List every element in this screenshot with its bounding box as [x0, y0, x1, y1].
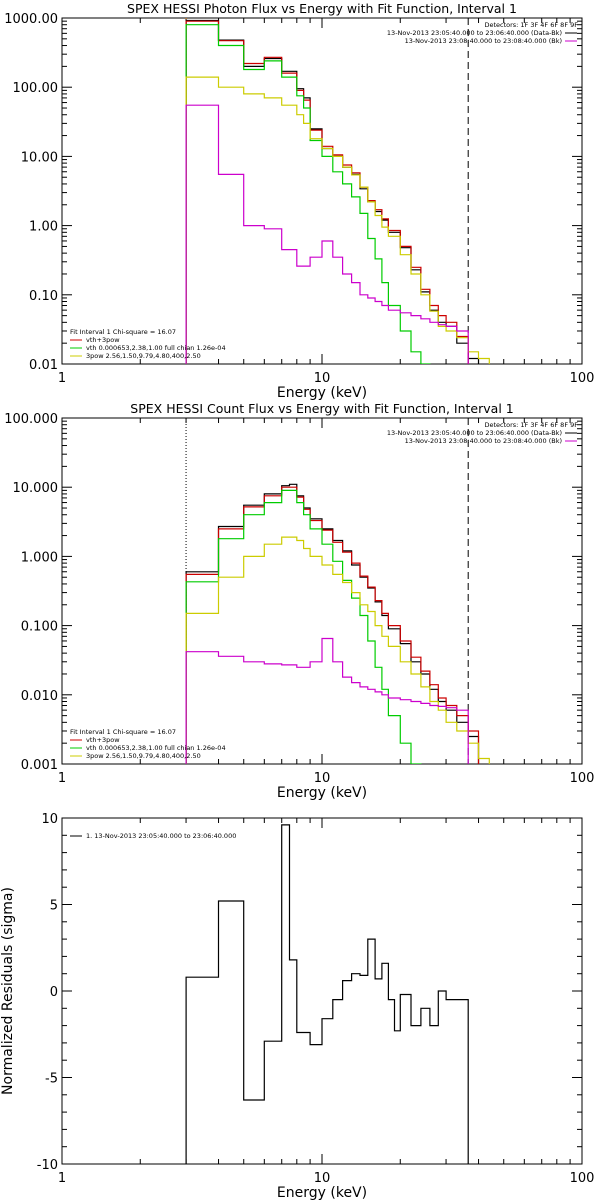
plot-frame [61, 417, 583, 765]
series-line-3 [185, 489, 422, 764]
legend-entry-fit: 3pow 2.56,1.50,9.79,4.80,400,2.50 [86, 752, 201, 760]
chart-title: SPEX HESSI Photon Flux vs Energy with Fi… [127, 1, 517, 16]
y-axis-label: Normalized Residuals (sigma) [0, 887, 16, 1095]
series-line-4 [185, 76, 490, 364]
x-tick-label: 100 [570, 1171, 595, 1186]
y-tick-label: 0.100 [21, 620, 58, 635]
series-line-4 [185, 536, 490, 764]
chart-panel-2: SPEX HESSI Count Flux vs Energy with Fit… [4, 401, 594, 801]
x-tick-label: 100 [570, 771, 595, 786]
legend-entry-fit: vth+3pow [86, 736, 120, 744]
y-tick-label: 0.001 [21, 758, 58, 773]
detectors-label: Detectors: 1F 3F 4F 6F 8F 9F [484, 21, 578, 29]
series-line-1 [185, 483, 480, 764]
plot-frame [61, 17, 583, 365]
y-tick-label: -5 [45, 1072, 58, 1087]
series-line-5 [185, 104, 469, 364]
detectors-label: Detectors: 1F 3F 4F 6F 8F 9F [484, 421, 578, 429]
chart-panel-1: SPEX HESSI Photon Flux vs Energy with Fi… [4, 1, 594, 401]
y-tick-label: 10.000 [13, 481, 59, 496]
series-line-2 [185, 20, 469, 364]
y-tick-label: 10 [41, 812, 58, 827]
chart-title: SPEX HESSI Count Flux vs Energy with Fit… [130, 401, 513, 416]
legend-entry-top: 13-Nov-2013 23:08:40.000 to 23:08:40.000… [405, 437, 562, 445]
x-tick-label: 10 [314, 1171, 331, 1186]
x-tick-label: 10 [314, 771, 331, 786]
legend-entry: 1. 13-Nov-2013 23:05:40.000 to 23:06:40.… [86, 832, 236, 840]
y-tick-label: 100.000 [4, 412, 58, 427]
y-tick-label: 1000.00 [4, 12, 58, 27]
legend-entry-fit: 3pow 2.56,1.50,9.79,4.80,400,2.50 [86, 352, 201, 360]
x-axis-label: Energy (keV) [277, 385, 367, 401]
legend-entry-fit: vth+3pow [86, 336, 120, 344]
series-line-1 [185, 19, 480, 364]
y-tick-label: 10.00 [21, 150, 58, 165]
y-tick-label: 100.00 [13, 81, 59, 96]
legend-entry-top: 13-Nov-2013 23:05:40.000 to 23:06:40.000… [387, 429, 562, 437]
y-tick-label: 0.10 [29, 289, 58, 304]
fit-header: Fit Interval 1 Chi-square = 16.07 [70, 328, 176, 336]
x-tick-label: 1 [58, 771, 66, 786]
series-line-1 [185, 824, 469, 1164]
y-tick-label: 0.01 [29, 358, 58, 373]
legend-entry-top: 13-Nov-2013 23:05:40.000 to 23:06:40.000… [387, 29, 562, 37]
fit-header: Fit Interval 1 Chi-square = 16.07 [70, 728, 176, 736]
x-tick-label: 1 [58, 371, 66, 386]
y-tick-label: 0.010 [21, 689, 58, 704]
x-tick-label: 100 [570, 371, 595, 386]
y-tick-label: 5 [50, 899, 58, 914]
x-axis-label: Energy (keV) [277, 785, 367, 801]
y-tick-label: 1.000 [21, 550, 58, 565]
chart-panel-3: 1 10 100 Energy (keV) -10 -5 0 5 10 Normalized Re… [0, 812, 594, 1200]
y-tick-label: -10 [37, 1158, 58, 1173]
x-tick-label: 10 [314, 371, 331, 386]
legend-entry-top: 13-Nov-2013 23:08:40.000 to 23:08:40.000… [405, 37, 562, 45]
y-tick-label: 0 [50, 985, 58, 1000]
y-tick-label: 1.00 [29, 220, 58, 235]
series-line-3 [185, 24, 431, 364]
x-tick-label: 1 [58, 1171, 66, 1186]
legend-entry-fit: vth 0.000653,2.38,1.00 full chian 1.26e-… [86, 344, 226, 352]
plot-frame [61, 817, 583, 1165]
x-axis-label: Energy (keV) [277, 1185, 367, 1200]
legend-entry-fit: vth 0.000653,2.38,1.00 full chian 1.26e-… [86, 744, 226, 752]
series-line-5 [185, 637, 469, 764]
